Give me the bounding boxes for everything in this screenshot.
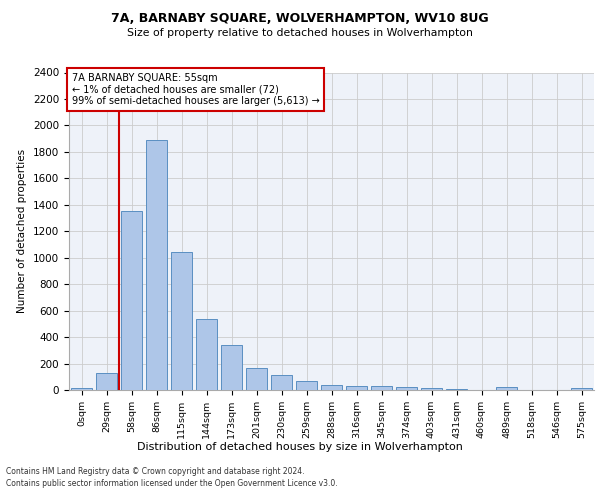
Bar [171,252,192,390]
Bar [346,386,367,390]
Bar [296,382,317,390]
Bar [271,376,292,390]
Text: Size of property relative to detached houses in Wolverhampton: Size of property relative to detached ho… [127,28,473,38]
Text: Contains public sector information licensed under the Open Government Licence v3: Contains public sector information licen… [6,478,338,488]
Bar [396,387,417,390]
Bar [571,388,592,390]
Bar [246,368,267,390]
Y-axis label: Number of detached properties: Number of detached properties [17,149,28,314]
Bar [421,388,442,390]
Bar [221,345,242,390]
Bar [321,384,342,390]
Bar [146,140,167,390]
Text: Distribution of detached houses by size in Wolverhampton: Distribution of detached houses by size … [137,442,463,452]
Bar [371,386,392,390]
Bar [121,212,142,390]
Bar [496,386,517,390]
Bar [71,388,92,390]
Text: 7A BARNABY SQUARE: 55sqm
← 1% of detached houses are smaller (72)
99% of semi-de: 7A BARNABY SQUARE: 55sqm ← 1% of detache… [71,73,319,106]
Text: 7A, BARNABY SQUARE, WOLVERHAMPTON, WV10 8UG: 7A, BARNABY SQUARE, WOLVERHAMPTON, WV10 … [111,12,489,26]
Bar [96,373,117,390]
Bar [196,318,217,390]
Text: Contains HM Land Registry data © Crown copyright and database right 2024.: Contains HM Land Registry data © Crown c… [6,468,305,476]
